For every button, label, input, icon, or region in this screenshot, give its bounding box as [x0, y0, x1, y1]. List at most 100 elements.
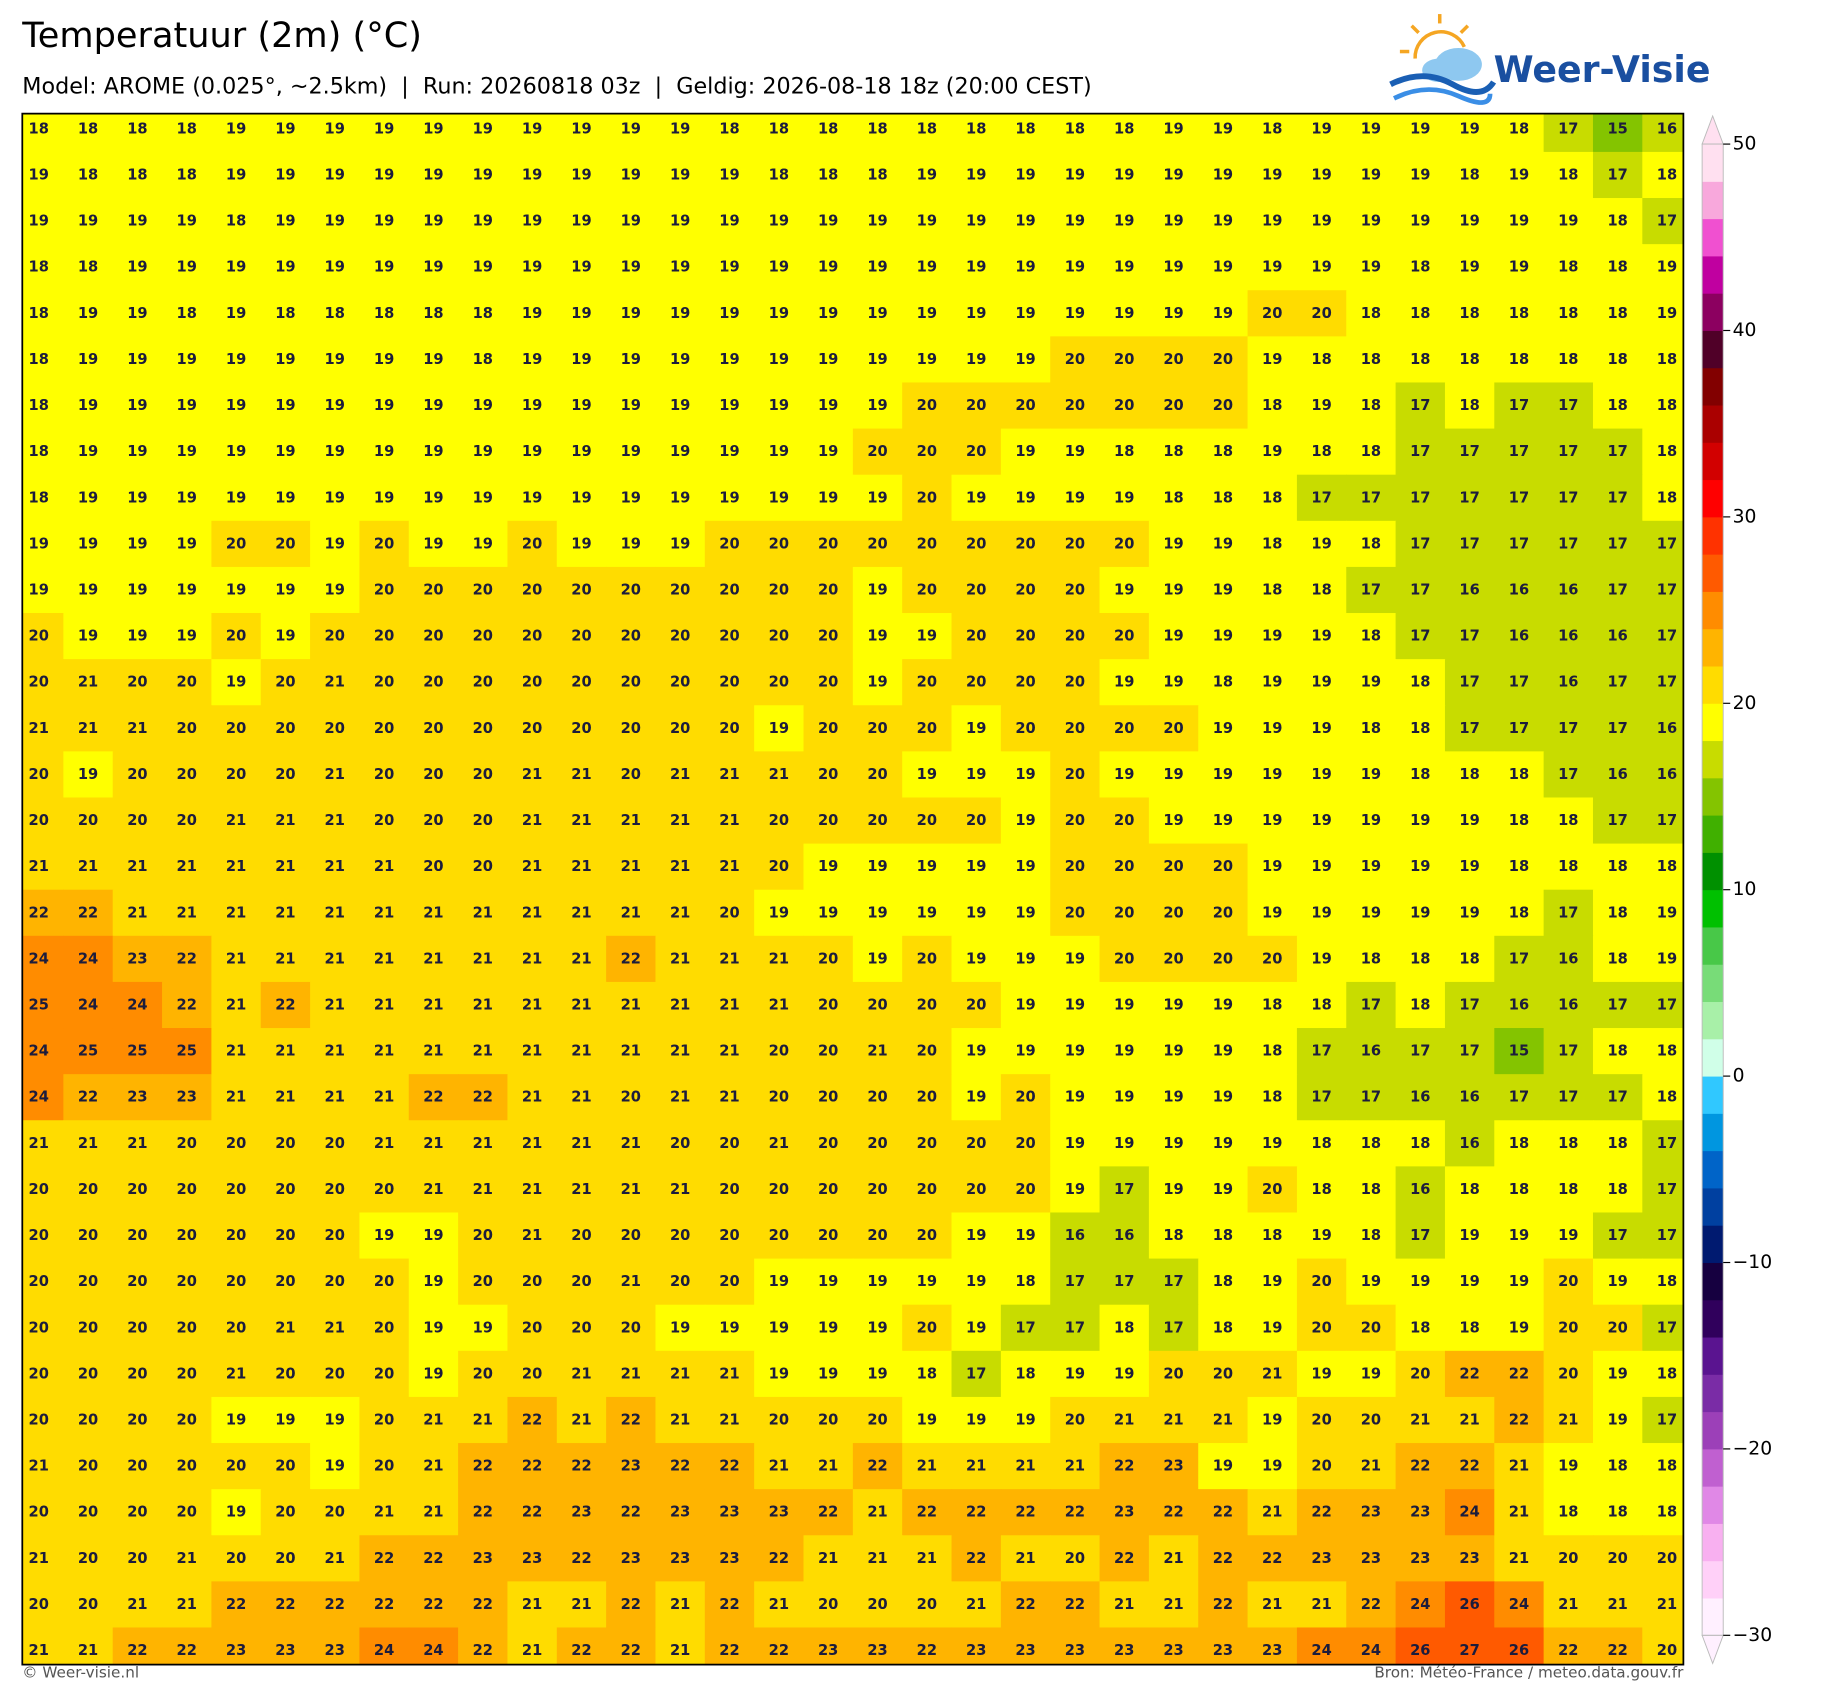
temp-cell	[754, 290, 805, 337]
temp-label: 19	[769, 305, 789, 322]
temp-label: 21	[29, 720, 49, 737]
temp-label: 17	[1558, 766, 1578, 783]
temp-label: 20	[78, 1365, 98, 1382]
temp-cell	[1000, 474, 1051, 522]
temp-cell	[951, 797, 1002, 845]
temp-cell	[1247, 1489, 1298, 1536]
temp-label: 20	[917, 1596, 937, 1613]
temp-label: 19	[867, 950, 887, 967]
temp-cell	[162, 1028, 212, 1075]
temp-cell	[902, 1304, 953, 1352]
colorbar-band	[1702, 889, 1724, 928]
temp-label: 21	[423, 1411, 443, 1428]
temp-cell	[22, 1120, 64, 1167]
temp-cell	[704, 1443, 755, 1490]
temp-label: 23	[1410, 1550, 1430, 1567]
temp-cell	[1000, 843, 1051, 891]
temp-label: 19	[374, 120, 394, 137]
temp-label: 20	[917, 1135, 937, 1152]
temp-label: 20	[1558, 1550, 1578, 1567]
temp-cell	[754, 705, 805, 752]
temp-label: 19	[1361, 904, 1381, 921]
temp-cell	[1346, 935, 1397, 983]
temp-cell	[803, 1489, 854, 1536]
title: Temperatuur (2m) (°C)	[21, 15, 422, 56]
temp-label: 21	[571, 904, 591, 921]
temp-label: 20	[1262, 950, 1282, 967]
temp-cell	[1494, 244, 1545, 291]
temp-label: 18	[1361, 1227, 1381, 1244]
temp-cell	[1050, 1489, 1101, 1536]
temp-label: 22	[374, 1550, 394, 1567]
temp-cell	[260, 1627, 311, 1665]
temp-cell	[359, 981, 410, 1029]
temp-label: 19	[423, 489, 443, 506]
colorbar-band	[1702, 628, 1724, 667]
temp-label: 19	[769, 213, 789, 230]
temp-cell	[1543, 797, 1594, 845]
temp-cell	[22, 474, 64, 522]
temp-cell	[1050, 1120, 1101, 1167]
temp-cell	[1000, 382, 1051, 430]
temp-cell	[1148, 474, 1199, 522]
temp-label: 18	[1015, 1365, 1035, 1382]
temp-label: 21	[374, 1043, 394, 1060]
temp-cell	[1395, 797, 1446, 845]
temp-label: 18	[1459, 950, 1479, 967]
temp-label: 20	[78, 1181, 98, 1198]
colorbar-band	[1702, 218, 1724, 257]
temp-cell	[1148, 382, 1199, 430]
temp-cell	[260, 336, 311, 384]
temp-label: 21	[78, 1135, 98, 1152]
temp-label: 20	[917, 397, 937, 414]
temp-label: 19	[325, 443, 345, 460]
temp-cell	[803, 889, 854, 937]
temp-cell	[1247, 290, 1298, 337]
temp-label: 20	[423, 766, 443, 783]
temp-label: 20	[621, 1319, 641, 1336]
temp-cell	[1346, 474, 1397, 522]
temp-cell	[754, 566, 805, 614]
temp-cell	[211, 751, 262, 799]
temp-label: 20	[374, 628, 394, 645]
temp-cell	[606, 151, 657, 199]
temp-cell	[458, 889, 509, 937]
temp-label: 22	[917, 1504, 937, 1521]
temp-label: 20	[127, 1550, 147, 1567]
temp-cell	[754, 797, 805, 845]
temp-label: 19	[1410, 858, 1430, 875]
colorbar-tick-label: 10	[1733, 879, 1757, 900]
temp-cell	[22, 1304, 64, 1352]
temp-cell	[112, 474, 163, 522]
temp-cell	[951, 244, 1002, 291]
temp-label: 20	[621, 1089, 641, 1106]
temp-cell	[1198, 474, 1249, 522]
colorbar-band	[1702, 1113, 1724, 1152]
temp-label: 21	[275, 1319, 295, 1336]
temp-cell	[655, 1304, 706, 1352]
temp-label: 22	[769, 1642, 789, 1659]
temp-cell	[63, 1350, 114, 1398]
temp-cell	[1099, 1120, 1150, 1167]
temp-cell	[1099, 566, 1150, 614]
temp-label: 16	[1114, 1227, 1134, 1244]
temp-cell	[1592, 566, 1643, 614]
temp-label: 20	[127, 674, 147, 691]
temp-cell	[1543, 198, 1594, 245]
temp-cell	[112, 336, 163, 384]
temp-cell	[902, 1396, 953, 1444]
temp-cell	[1642, 1074, 1684, 1121]
temp-label: 19	[1065, 950, 1085, 967]
temp-cell	[803, 1166, 854, 1214]
temp-label: 19	[571, 351, 591, 368]
temp-label: 20	[917, 720, 937, 737]
temp-label: 21	[226, 904, 246, 921]
temp-cell	[162, 889, 212, 937]
temp-cell	[704, 1489, 755, 1536]
temp-cell	[1642, 428, 1684, 476]
temp-cell	[1346, 428, 1397, 476]
temp-label: 17	[1607, 1089, 1627, 1106]
temp-label: 16	[1607, 628, 1627, 645]
temp-label: 16	[1657, 766, 1677, 783]
temp-label: 19	[1311, 120, 1331, 137]
